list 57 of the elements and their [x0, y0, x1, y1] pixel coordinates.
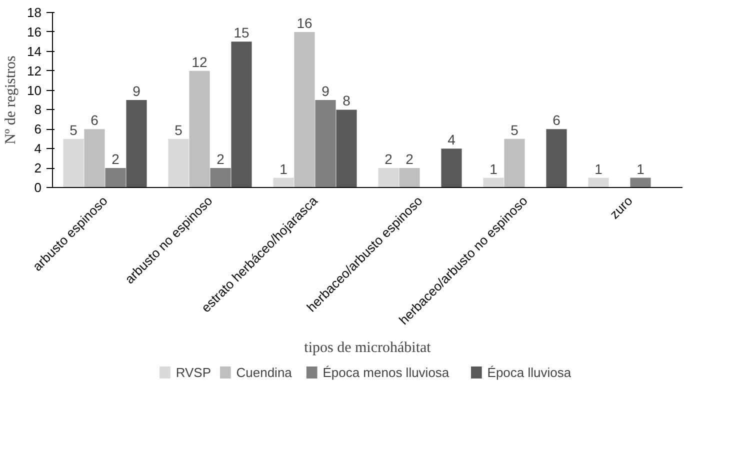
data-label: 1: [636, 160, 645, 177]
bar: [273, 178, 294, 188]
data-label: 16: [296, 14, 312, 31]
bar: [231, 42, 252, 188]
data-label: 5: [70, 122, 78, 138]
y-tick-label: 8: [34, 102, 42, 118]
bar: [588, 178, 609, 188]
bar: [63, 138, 84, 188]
legend-label: RVSP: [176, 365, 212, 380]
data-label: 5: [510, 122, 519, 138]
data-label: 6: [90, 112, 99, 128]
bar: [441, 148, 462, 188]
y-tick-label: 2: [34, 160, 42, 176]
bar: [504, 138, 525, 188]
y-tick-label: 4: [34, 141, 42, 156]
x-tick-label: zuro: [606, 193, 636, 222]
legend-label: Época menos lluviosa: [322, 365, 450, 380]
data-label: 8: [342, 92, 351, 109]
bar: [294, 32, 315, 188]
bar: [189, 70, 210, 188]
y-tick-label: 10: [27, 82, 42, 98]
y-tick-label: 16: [27, 24, 42, 40]
bar: [399, 168, 420, 188]
bar: [483, 178, 504, 188]
data-label: 2: [112, 151, 120, 168]
bar: [546, 129, 567, 188]
data-label: 1: [280, 160, 288, 177]
data-label: 1: [594, 160, 603, 177]
bar: [378, 168, 399, 188]
data-label: 6: [552, 112, 561, 128]
x-axis-title: tipos de microhábitat: [304, 340, 432, 356]
y-tick-label: 6: [34, 122, 42, 137]
data-label: 5: [174, 122, 183, 138]
data-label: 1: [490, 160, 498, 177]
y-tick-label: 14: [27, 44, 42, 59]
y-tick-label: 0: [34, 180, 42, 195]
data-label: 15: [234, 24, 250, 41]
y-tick-label: 12: [27, 63, 42, 78]
data-label: 2: [216, 151, 225, 168]
y-axis-title: Nº de registros: [3, 55, 20, 144]
data-label: 2: [384, 151, 393, 168]
data-label: 2: [406, 151, 414, 168]
data-label: 12: [192, 54, 208, 70]
bar: [168, 138, 189, 188]
data-label: 9: [322, 83, 330, 99]
data-label: 9: [132, 83, 141, 99]
bar: [210, 168, 231, 188]
legend-label: Época lluviosa: [487, 365, 572, 380]
bar: [84, 129, 105, 188]
bar: [126, 100, 147, 188]
y-tick-label: 18: [27, 5, 42, 20]
bar: [315, 100, 336, 188]
bar: [105, 168, 126, 188]
data-label: 4: [448, 132, 456, 148]
bar: [630, 178, 651, 188]
legend-label: Cuendina: [236, 365, 293, 380]
bar: [336, 110, 357, 188]
